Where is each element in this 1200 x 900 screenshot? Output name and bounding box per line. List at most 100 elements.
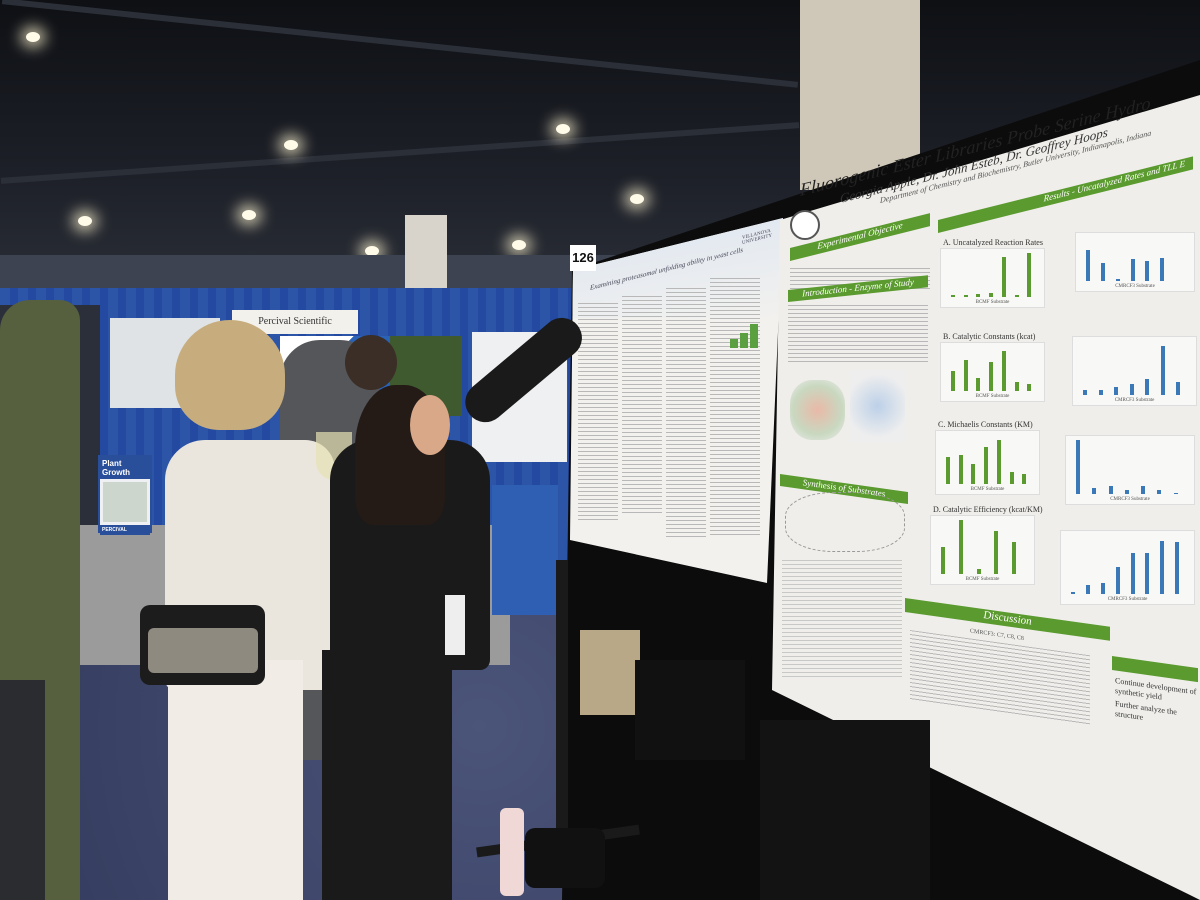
chart-bar xyxy=(1098,389,1103,395)
butler-seal-logo xyxy=(790,210,820,240)
board-number: 126 xyxy=(570,245,596,271)
blonde-woman-head xyxy=(175,320,285,430)
villanova-poster: Examining proteasomal unfolding ability … xyxy=(570,218,783,583)
chart-bar xyxy=(976,377,981,391)
plant-photo xyxy=(103,482,147,522)
chart-0-blue: CMRCF3 Substrate xyxy=(1075,232,1195,292)
chart-bar xyxy=(976,294,981,297)
ceiling-light xyxy=(26,32,40,42)
chart-1-blue: CMRCF3 Substrate xyxy=(1072,336,1197,406)
chart-bar xyxy=(989,293,994,297)
person-dark-clothes xyxy=(760,720,930,900)
chart-bar xyxy=(946,457,950,484)
bar xyxy=(730,339,738,348)
introduction-text xyxy=(788,305,928,365)
chart-label: B. Catalytic Constants (kcat) xyxy=(943,332,1036,341)
protein-structure-image xyxy=(790,380,845,440)
chart-bar xyxy=(1115,567,1120,594)
chart-bar xyxy=(1001,351,1006,391)
text-column xyxy=(666,288,706,538)
chart-bar xyxy=(951,371,955,391)
chart-bar xyxy=(1130,259,1135,281)
black-bag xyxy=(525,828,605,888)
presenter-pants xyxy=(322,650,452,900)
chart-3-blue: CMRCF3 Substrate xyxy=(1060,530,1195,605)
chart-bar xyxy=(1027,253,1032,297)
chart-bar xyxy=(951,294,955,297)
chart-bar xyxy=(1014,382,1019,391)
chart-bar xyxy=(976,568,981,574)
plant-growth-sign: Plant Growth PERCIVAL xyxy=(98,455,152,535)
chart-bar xyxy=(1176,381,1181,395)
protein-active-site-image xyxy=(850,370,905,442)
ceiling-light xyxy=(512,240,526,250)
ceiling-light xyxy=(556,124,570,134)
chart-2-green: C. Michaelis Constants (KM) BCMF Substrat… xyxy=(935,420,1040,495)
chart-2-blue: CMRCF3 Substrate xyxy=(1065,435,1195,505)
person-head xyxy=(345,335,397,390)
chart-bar xyxy=(1160,258,1165,281)
chart-bar xyxy=(1145,552,1150,594)
chart-bar xyxy=(1114,386,1119,395)
chart-bar xyxy=(1076,440,1080,494)
bar xyxy=(750,324,758,348)
chart-bar xyxy=(1145,378,1150,395)
synthesis-scheme xyxy=(785,492,905,552)
chart-bar xyxy=(1022,474,1027,484)
ceiling-light xyxy=(630,194,644,204)
text-column xyxy=(622,296,662,516)
chart-1-green: B. Catalytic Constants (kcat) BCMF Substr… xyxy=(940,332,1045,402)
pillar xyxy=(800,0,920,190)
chart-bar xyxy=(958,520,963,574)
left-poster-bar-chart xyxy=(730,308,770,348)
chart-bar xyxy=(1100,583,1105,594)
chart-bar xyxy=(963,295,968,297)
chart-3-green: D. Catalytic Efficiency (kcat/KM) BCMF Su… xyxy=(930,505,1043,585)
chart-x-axis-label: BCMF Substrate xyxy=(965,577,1000,582)
chart-bar xyxy=(1129,384,1134,395)
chart-bar xyxy=(996,439,1001,484)
chart-bar xyxy=(1001,257,1006,297)
chart-bar xyxy=(994,530,999,574)
chart-bar xyxy=(1124,489,1129,494)
plant-growth-label: Plant Growth xyxy=(100,457,150,479)
chart-bar xyxy=(1092,487,1097,494)
ceiling-light xyxy=(78,216,92,226)
chart-x-axis-label: BCMF Substrate xyxy=(975,300,1010,305)
chart-x-axis-label: CMRCF3 Substrate xyxy=(1107,597,1148,602)
chart-label: D. Catalytic Efficiency (kcat/KM) xyxy=(933,505,1043,514)
chart-bar xyxy=(1173,492,1178,494)
person-jeans xyxy=(0,680,45,900)
chart-bar xyxy=(1160,346,1165,395)
percival-brand: PERCIVAL xyxy=(100,525,150,535)
bar xyxy=(740,333,748,348)
person-black-legs xyxy=(635,660,745,760)
chart-x-axis-label: CMRCF3 Substrate xyxy=(1115,284,1155,289)
chart-x-axis-label: BCMF Substrate xyxy=(975,394,1010,399)
chart-bar xyxy=(1071,592,1075,594)
chart-bar xyxy=(958,454,963,484)
chart-bar xyxy=(1014,294,1019,297)
handbag-flap xyxy=(148,628,258,673)
chart-x-axis-label: CMRCF3 Substrate xyxy=(1114,398,1155,403)
chart-bar xyxy=(1027,384,1032,391)
blonde-woman-pants xyxy=(168,660,303,900)
chart-bar xyxy=(1115,278,1120,281)
chart-bar xyxy=(1157,490,1162,494)
chart-bar xyxy=(1012,541,1017,574)
chart-bar xyxy=(1009,471,1014,484)
chart-bar xyxy=(1085,585,1090,594)
chart-x-axis-label: BCMF Substrate xyxy=(970,487,1005,492)
blue-table-cloth xyxy=(492,485,558,615)
chart-bar xyxy=(1130,552,1135,594)
chart-bar xyxy=(1086,250,1090,281)
chart-bar xyxy=(984,447,989,484)
person-khaki-legs xyxy=(580,630,640,715)
chart-label: C. Michaelis Constants (KM) xyxy=(938,420,1033,429)
chart-bar xyxy=(1145,261,1150,281)
ceiling-light xyxy=(242,210,256,220)
ceiling-light xyxy=(284,140,298,150)
presenter-face xyxy=(410,395,450,455)
substrate-figure xyxy=(782,560,902,680)
text-column xyxy=(710,278,760,538)
